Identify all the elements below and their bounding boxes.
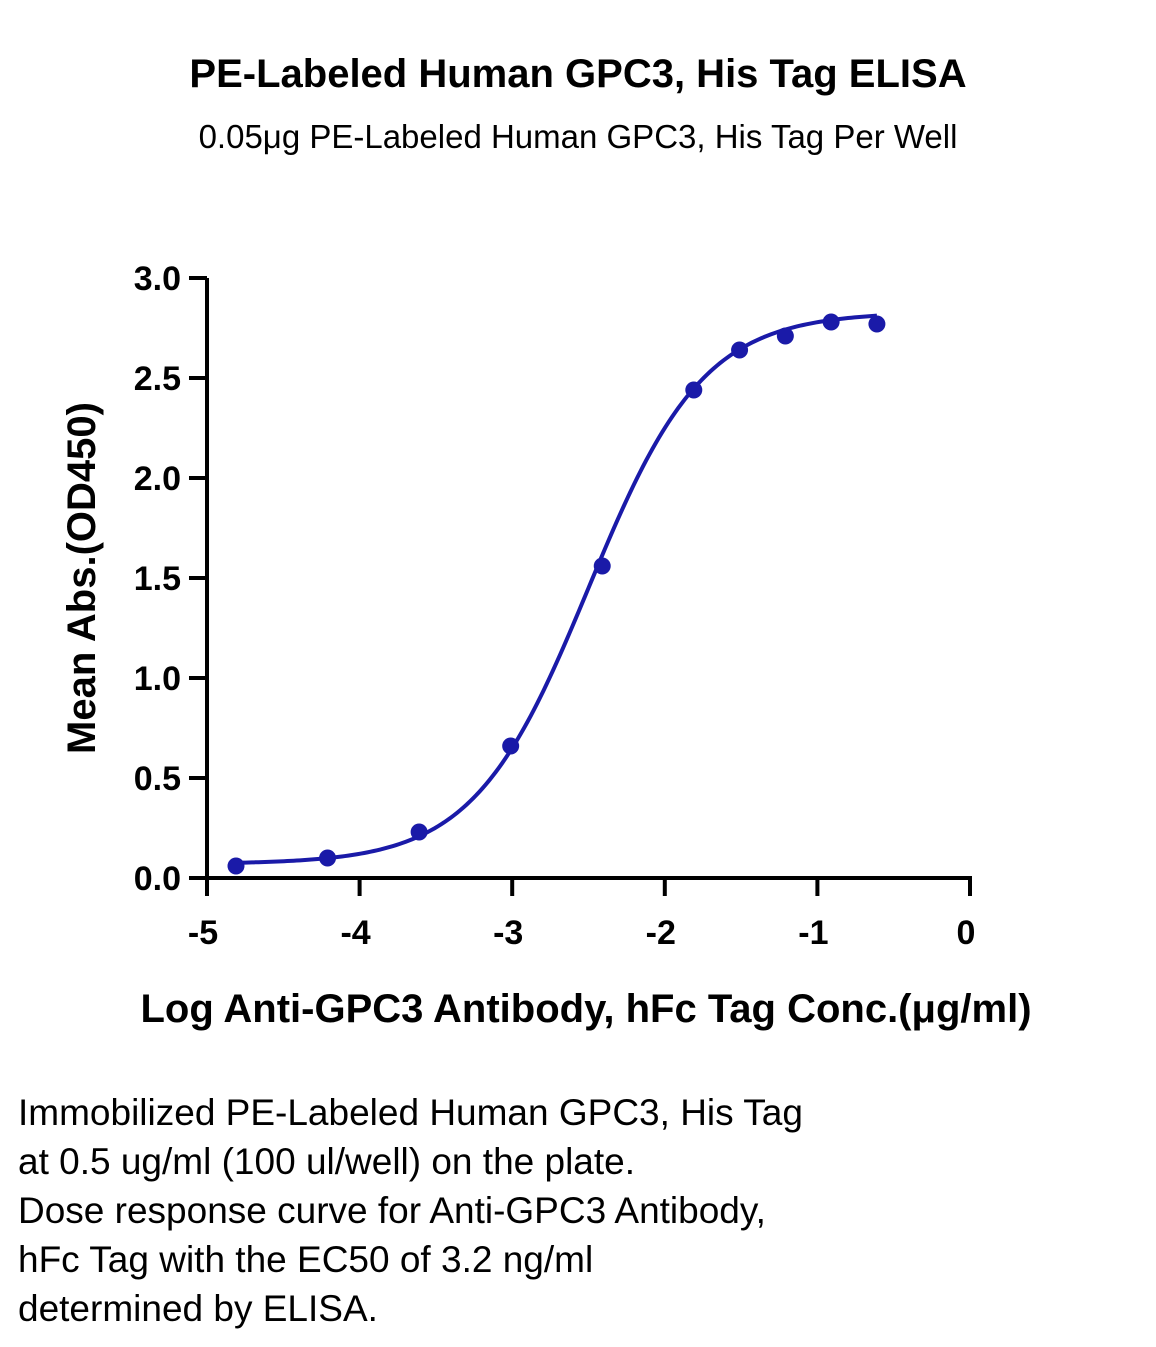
data-points (227, 313, 886, 875)
data-point (593, 557, 611, 575)
data-point (227, 857, 245, 875)
x-tick-label: -4 (340, 914, 370, 952)
y-axis-label: Mean Abs.(OD450) (60, 402, 104, 754)
x-tick-label: -1 (798, 914, 828, 952)
caption-line: Dose response curve for Anti-GPC3 Antibo… (18, 1190, 766, 1231)
y-tick-label: 0.5 (134, 760, 181, 798)
chart-title: PE-Labeled Human GPC3, His Tag ELISA (189, 52, 967, 96)
data-point (822, 313, 840, 331)
caption: Immobilized PE-Labeled Human GPC3, His T… (18, 1088, 803, 1333)
x-axis-label: Log Anti-GPC3 Antibody, hFc Tag Conc.(μg… (140, 987, 1031, 1031)
caption-line: hFc Tag with the EC50 of 3.2 ng/ml (18, 1239, 594, 1280)
data-point (502, 737, 520, 755)
y-tick-label: 1.0 (134, 660, 181, 698)
data-point (868, 315, 886, 333)
caption-line: determined by ELISA. (18, 1288, 378, 1329)
fit-curve (235, 313, 878, 865)
x-tick-label: -2 (646, 914, 676, 952)
y-tick-label: 2.0 (134, 460, 181, 498)
caption-line: Immobilized PE-Labeled Human GPC3, His T… (18, 1092, 803, 1133)
y-tick-label: 0.0 (134, 860, 181, 898)
x-tick-label: -3 (493, 914, 523, 952)
elisa-chart: 0.0 0.5 1.0 1.5 2.0 2.5 3.0 -5 -4 -3 -2 -1 0 Mean Ab… (60, 260, 1032, 1031)
y-tick-label: 3.0 (134, 260, 181, 298)
data-point (410, 823, 428, 841)
x-tick-label: 0 (957, 914, 976, 952)
data-point (776, 327, 794, 345)
caption-line: at 0.5 ug/ml (100 ul/well) on the plate. (18, 1141, 636, 1182)
y-tick-label: 2.5 (134, 360, 181, 398)
data-point (319, 849, 337, 867)
chart-subtitle: 0.05μg PE-Labeled Human GPC3, His Tag Pe… (198, 118, 958, 155)
axes: 0.0 0.5 1.0 1.5 2.0 2.5 3.0 -5 -4 -3 -2 -1 0 (134, 260, 976, 952)
x-tick-label: -5 (188, 914, 218, 952)
data-point (685, 381, 703, 399)
y-tick-label: 1.5 (134, 560, 181, 598)
data-point (731, 341, 749, 359)
